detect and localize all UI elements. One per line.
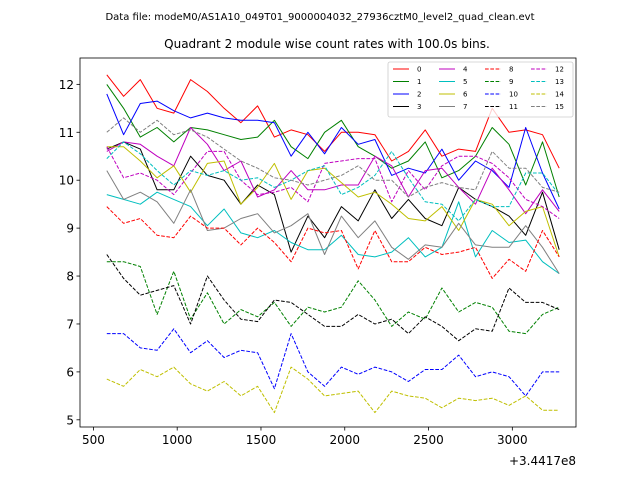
legend-label: 3: [417, 103, 421, 111]
y-tick-label: 12: [59, 78, 74, 92]
legend-label: 6: [463, 91, 468, 99]
y-tick-label: 7: [66, 317, 74, 331]
x-tick-label: 500: [82, 433, 105, 447]
series-line-9: [106, 261, 560, 335]
legend-label: 8: [509, 66, 513, 74]
legend-frame: [387, 61, 574, 118]
legend-item-5: 5: [439, 78, 467, 86]
legend-label: 2: [417, 91, 421, 99]
chart-title: Quadrant 2 module wise count rates with …: [164, 37, 490, 51]
y-tick-label: 11: [59, 126, 74, 140]
legend-label: 12: [555, 66, 564, 74]
y-tick-label: 5: [66, 413, 74, 427]
legend-label: 7: [463, 103, 467, 111]
series-line-5: [106, 191, 560, 275]
y-tick-label: 10: [59, 174, 74, 188]
legend-label: 10: [509, 91, 518, 99]
legend-item-14: 14: [531, 91, 564, 99]
legend-label: 15: [555, 103, 564, 111]
series-line-15: [106, 117, 560, 198]
y-tick-label: 6: [66, 365, 74, 379]
series-line-2: [106, 93, 560, 210]
legend-item-3: 3: [393, 103, 421, 111]
series-line-11: [106, 254, 560, 342]
legend-item-9: 9: [485, 78, 513, 86]
series-layer: [106, 74, 560, 414]
legend-label: 0: [417, 66, 421, 74]
legend-item-0: 0: [393, 66, 421, 74]
series-line-0: [106, 74, 560, 169]
series-line-13: [106, 141, 560, 222]
x-tick-label: 1000: [162, 433, 193, 447]
legend-label: 14: [555, 91, 564, 99]
legend-item-10: 10: [485, 91, 518, 99]
series-line-10: [106, 328, 560, 397]
y-tick-label: 8: [66, 270, 74, 284]
x-tick-label: 2500: [413, 433, 444, 447]
legend-item-6: 6: [439, 91, 468, 99]
legend-item-4: 4: [439, 66, 468, 74]
plot-frame: [79, 57, 577, 428]
x-axis-ticks: 500 1000 1500 2000 2500 3000: [82, 427, 528, 447]
legend-item-2: 2: [393, 91, 421, 99]
series-line-6: [106, 146, 560, 258]
y-tick-label: 9: [66, 222, 74, 236]
series-line-12: [106, 146, 560, 219]
x-tick-label: 3000: [497, 433, 528, 447]
series-line-1: [106, 84, 560, 198]
legend-item-7: 7: [439, 103, 467, 111]
series-line-4: [106, 127, 560, 215]
legend-label: 9: [509, 78, 513, 86]
legend-label: 5: [463, 78, 467, 86]
legend-label: 11: [509, 103, 518, 111]
series-line-7: [106, 170, 560, 274]
legend-item-12: 12: [531, 66, 564, 74]
legend-item-15: 15: [531, 103, 564, 111]
legend-item-8: 8: [485, 66, 513, 74]
x-tick-label: 2000: [329, 433, 360, 447]
x-axis-offset-label: +3.4417e8: [509, 454, 576, 468]
legend-label: 1: [417, 78, 421, 86]
series-line-14: [106, 366, 560, 414]
legend-item-1: 1: [393, 78, 421, 86]
legend-label: 4: [463, 66, 468, 74]
chart-suptitle: Data file: modeM0/AS1A10_049T01_90000040…: [105, 12, 534, 23]
series-line-8: [106, 206, 560, 279]
y-axis-ticks: 5 6 7 8 9 10 11 12: [59, 78, 80, 427]
legend-item-13: 13: [531, 78, 564, 86]
plot-area: [80, 58, 576, 427]
x-tick-label: 1500: [246, 433, 277, 447]
legend-item-11: 11: [485, 103, 518, 111]
legend-label: 13: [555, 78, 564, 86]
